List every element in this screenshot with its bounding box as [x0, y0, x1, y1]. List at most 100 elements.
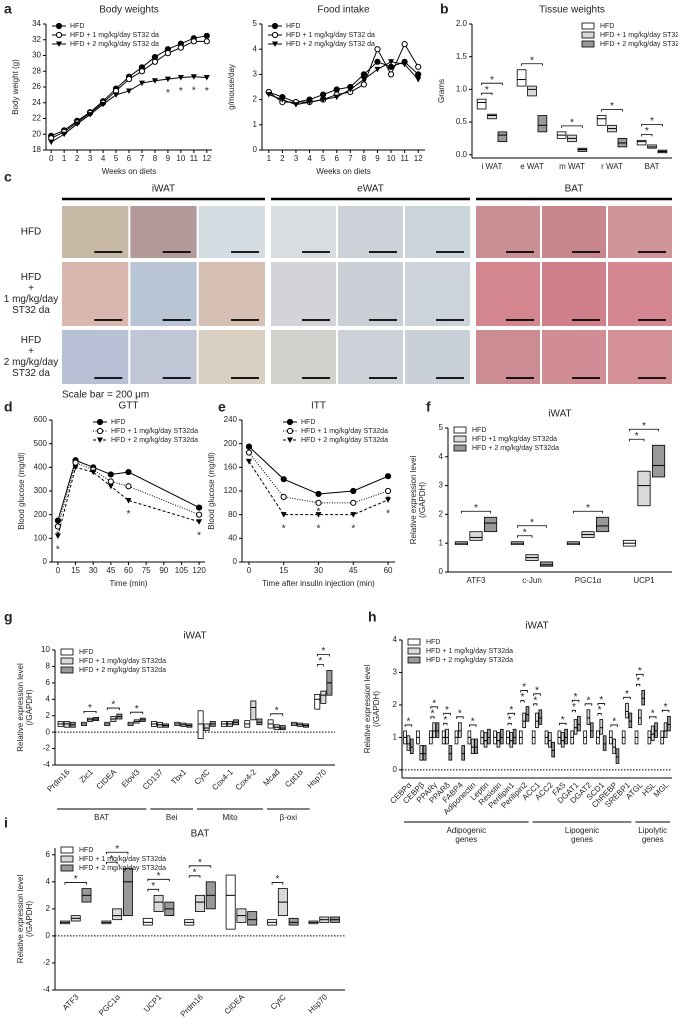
significance: * [198, 857, 202, 868]
box [203, 723, 210, 731]
significance-bracket [64, 882, 87, 885]
legend-swatch [60, 666, 74, 674]
significance-bracket [584, 703, 593, 706]
x-tick-label: 10 [387, 154, 396, 163]
x-tick-label: c-Jun [522, 576, 542, 585]
x-tick-label: 30 [89, 566, 98, 575]
x-tick-label: 12 [202, 154, 211, 163]
y-axis-label: Relative expression level [409, 456, 418, 545]
legend-label: HFD [600, 23, 614, 30]
box [153, 894, 164, 912]
box [499, 728, 504, 745]
row-label: 2 mg/kg/day [4, 357, 58, 368]
y-tick-label: 8 [46, 662, 51, 671]
y-axis-label: Relative expression level [16, 663, 25, 752]
box [122, 867, 133, 917]
y-axis-label: Blood glucose (mg/dl) [207, 452, 216, 530]
box [461, 745, 466, 761]
x-tick-label: CytC [269, 992, 288, 1011]
box [197, 710, 204, 740]
marker [151, 58, 159, 65]
box [560, 732, 565, 748]
x-tick-label: 8 [153, 154, 158, 163]
box [419, 745, 424, 761]
y-tick-label: 240 [224, 415, 238, 424]
y-tick-label: 0 [46, 931, 51, 940]
marker [90, 469, 97, 476]
x-tick-label: PGC1α [575, 576, 602, 585]
box [573, 719, 578, 735]
box [497, 131, 508, 143]
y-tick-label: 0 [46, 727, 51, 736]
x-tick-label: 11 [190, 154, 199, 163]
x-axis-label: Weeks on diets [316, 167, 371, 176]
significance-bracket [507, 712, 516, 716]
row-label: HFD [21, 272, 42, 283]
significance-bracket [661, 709, 670, 713]
box [599, 719, 604, 735]
y-tick-label: 40 [228, 533, 237, 542]
significance-bracket [461, 510, 491, 514]
y-tick-label: 0 [233, 557, 238, 566]
significance-bracket [629, 438, 645, 442]
box [638, 709, 642, 725]
legend-label: HFD + 1 mg/kg/day ST32 da [286, 32, 375, 39]
panel-letter: g [4, 609, 13, 625]
scale-bar-label: Scale bar = 200 μm [62, 390, 149, 401]
group-label: Lipolytic [638, 826, 667, 835]
significance: * [522, 682, 526, 693]
marker [350, 512, 357, 518]
y-tick-label: 2 [439, 510, 444, 519]
marker [125, 76, 133, 83]
group-label: Bei [166, 813, 178, 822]
histology-image [608, 330, 672, 384]
chart-title: Food intake [317, 5, 370, 16]
significance-bracket [629, 428, 659, 432]
y-tick-label: 2.0 [456, 19, 468, 28]
y-tick-label: 3 [439, 481, 444, 490]
y-tick-label: 2 [253, 95, 258, 104]
significance-bracket [601, 109, 623, 112]
legend-swatch [581, 31, 595, 39]
series-line [248, 461, 389, 516]
marker [320, 97, 327, 103]
histology-image [608, 262, 672, 326]
box [476, 98, 487, 110]
significance-bracket [443, 722, 448, 726]
legend-label: HFD + 1 mg/kg/day ST32da [111, 428, 198, 435]
x-axis-label: Time after insulin injection (min) [262, 579, 375, 588]
significance: * [193, 867, 197, 878]
x-tick-label: 120 [192, 566, 206, 575]
y-axis-label: (/GAPDH) [418, 482, 427, 518]
y-tick-label: 600 [34, 415, 48, 424]
marker [203, 75, 210, 81]
significance: * [445, 705, 449, 716]
histology-image [608, 206, 672, 258]
histology-image [198, 262, 265, 326]
marker [280, 493, 287, 501]
significance: * [530, 55, 534, 66]
y-tick-label: 0 [43, 557, 48, 566]
marker [107, 478, 114, 485]
marker [388, 59, 395, 65]
significance-bracket [623, 696, 631, 700]
legend-marker [271, 31, 279, 39]
x-tick-label: 5 [321, 154, 326, 163]
row-label: + [28, 346, 34, 357]
box [527, 85, 537, 97]
legend-label: HFD + 1 mg/kg/day ST32da [79, 658, 166, 665]
x-tick-label: 5 [114, 154, 119, 163]
y-tick-label: 2 [46, 904, 51, 913]
group-label: β-oxi [280, 813, 298, 822]
x-tick-label: 45 [106, 566, 115, 575]
box [628, 712, 633, 729]
significance: * [599, 695, 603, 706]
marker [177, 44, 184, 51]
box [512, 728, 517, 745]
significance: * [317, 523, 321, 534]
box [577, 715, 581, 732]
box [432, 722, 436, 738]
x-tick-label: 105 [175, 566, 189, 575]
significance-bracket [106, 707, 120, 711]
